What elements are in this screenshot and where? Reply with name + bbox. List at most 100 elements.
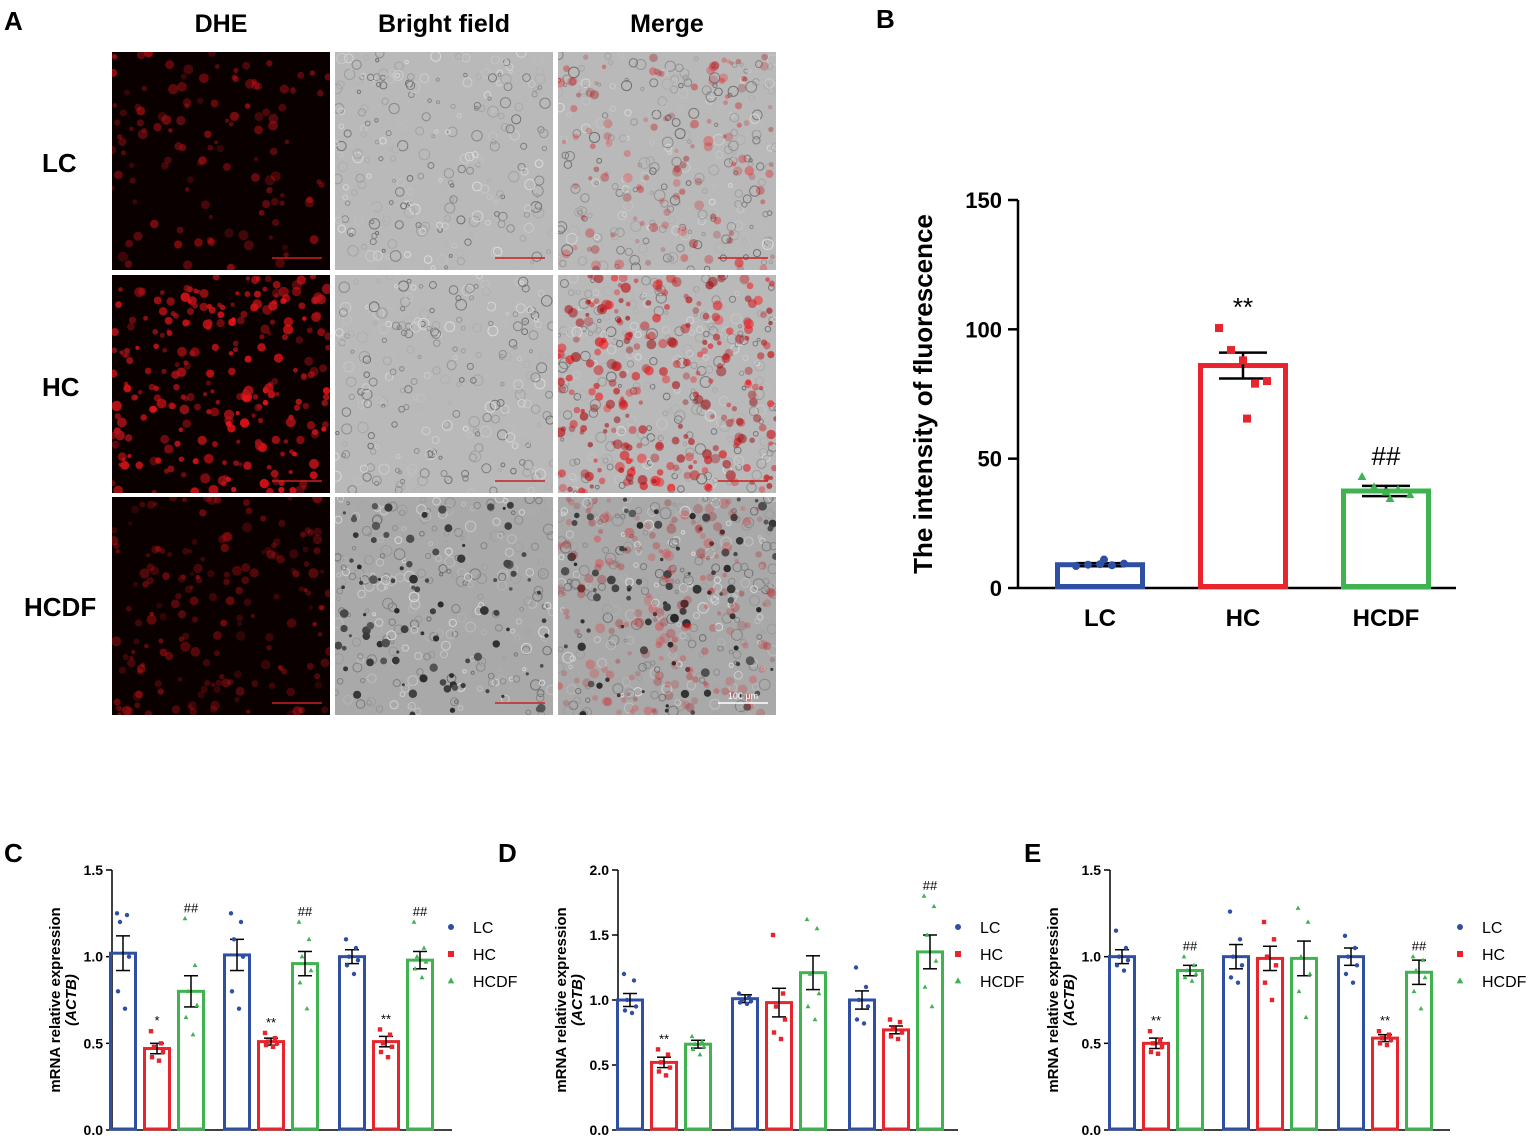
data-point-lc	[629, 1010, 635, 1016]
x-tick-label: NQO1	[250, 1139, 293, 1140]
data-point-hcdf	[1422, 974, 1428, 980]
data-point-hcdf	[1298, 954, 1304, 959]
data-point-lc	[1084, 560, 1092, 569]
significance-label: ##	[413, 904, 428, 919]
y-tick-label: 150	[965, 188, 1002, 213]
data-point-hc	[1150, 1041, 1156, 1046]
data-point-hcdf	[1456, 977, 1464, 984]
data-point-hcdf	[697, 1051, 703, 1057]
data-point-lc	[856, 997, 862, 1003]
data-point-hcdf	[1182, 974, 1188, 980]
y-tick-label: 0.0	[590, 1122, 610, 1138]
data-point-hcdf	[1357, 471, 1367, 480]
data-point-hcdf	[1418, 1006, 1424, 1011]
data-point-hcdf	[921, 893, 927, 898]
data-point-lc	[117, 919, 123, 925]
data-point-hcdf	[296, 919, 302, 924]
data-point-hcdf	[1410, 954, 1416, 959]
scale-bar-label: 100 μm	[728, 691, 758, 701]
data-point-lc	[865, 1004, 871, 1009]
legend-label-lc: LC	[473, 920, 493, 937]
data-point-hc	[955, 951, 961, 957]
data-point-hcdf	[924, 932, 930, 937]
data-point-lc	[1100, 555, 1108, 564]
bar-hmox1-lc	[1108, 928, 1136, 1131]
data-point-hc	[156, 1058, 162, 1063]
data-point-lc	[351, 971, 357, 977]
bar-nqo1-lc	[223, 911, 251, 1131]
column-label-bright-field: Bright field	[378, 10, 510, 38]
data-point-hc	[265, 1039, 271, 1044]
data-point-hc	[1271, 937, 1277, 942]
micrograph-hc-bright-field	[335, 275, 553, 493]
x-tick-label: GSTP1	[1360, 1139, 1409, 1140]
data-point-hcdf	[1405, 490, 1415, 499]
data-point-hc	[1262, 980, 1268, 985]
data-point-hc	[778, 1036, 784, 1042]
data-point-hcdf	[1296, 988, 1302, 994]
panel-label-e: E	[1024, 838, 1042, 868]
data-point-hc	[385, 1055, 391, 1060]
y-tick-label: 0.5	[84, 1035, 104, 1051]
bar-sod2-lc	[731, 991, 759, 1131]
data-point-hcdf	[922, 984, 928, 989]
data-point-lc	[854, 1017, 860, 1022]
data-point-lc	[344, 963, 350, 968]
data-point-hcdf	[1420, 957, 1426, 962]
data-point-hcdf	[929, 1003, 935, 1009]
data-point-hc	[1457, 951, 1463, 957]
data-point-hcdf	[308, 967, 314, 973]
data-point-hc	[771, 1030, 777, 1035]
x-tick-label: HMOX1	[1129, 1139, 1182, 1140]
bar-cat-lc	[109, 911, 137, 1131]
y-tick-label: 0.0	[84, 1122, 104, 1138]
data-point-hc	[160, 1049, 166, 1055]
data-point-lc	[1239, 963, 1245, 968]
data-point-hcdf	[297, 980, 303, 985]
data-point-lc	[1125, 957, 1131, 963]
panel-label-a: A	[4, 6, 23, 36]
significance-label: ##	[1183, 939, 1198, 954]
y-axis-label-reference: (ACTB)	[569, 974, 586, 1026]
data-point-lc	[1342, 933, 1348, 939]
y-axis-label: mRNA relative expression	[553, 907, 570, 1092]
data-point-hcdf	[423, 959, 429, 964]
data-point-hc	[1243, 414, 1251, 423]
data-point-lc	[1227, 909, 1233, 914]
micrograph-hcdf-dhe	[112, 497, 330, 715]
micrograph-hc-merge	[558, 275, 776, 493]
data-point-hcdf	[304, 1006, 310, 1011]
data-point-hc	[888, 1034, 894, 1039]
data-point-hcdf	[699, 1038, 705, 1044]
micrograph-hc-dhe	[112, 275, 330, 493]
legend-label-lc: LC	[1482, 920, 1502, 937]
x-tick-label: SOD3	[876, 1139, 918, 1140]
chart-mrna-sod: 0.0 0.5 1.0 1.5 2.0 mRNA relative expression(…	[553, 862, 1025, 1140]
data-point-hcdf	[1189, 978, 1195, 983]
bar-sod3-lc	[848, 965, 876, 1131]
data-point-hc	[663, 1073, 669, 1078]
legend-label-hc: HC	[473, 947, 496, 964]
data-point-hcdf	[814, 925, 820, 931]
data-point-hcdf	[190, 1032, 196, 1037]
data-point-hc	[1215, 324, 1223, 333]
data-point-lc	[240, 954, 246, 959]
data-point-lc	[624, 997, 630, 1003]
y-tick-label: 100	[965, 317, 1002, 342]
data-point-lc	[1354, 963, 1360, 968]
data-point-lc	[1352, 945, 1358, 951]
x-tick-label: CAT	[143, 1139, 174, 1140]
data-point-lc	[231, 937, 237, 942]
data-point-hcdf	[412, 966, 418, 971]
bar-gstp1-lc	[1337, 933, 1365, 1131]
data-point-lc	[346, 954, 352, 959]
bar-cat-hcdf: ##	[177, 901, 205, 1131]
chart-mrna-cat-nqo1-gpx1: 0.0 0.5 1.0 1.5 mRNA relative expression (ACT…	[47, 862, 518, 1140]
significance-label: ##	[184, 901, 199, 916]
legend-label-lc: LC	[980, 920, 1000, 937]
bar-gstp1-hcdf: ##	[1405, 939, 1433, 1131]
data-point-hcdf	[692, 1041, 698, 1046]
data-point-hcdf	[805, 1003, 811, 1009]
data-point-hc	[1227, 346, 1235, 355]
row-label-hcdf: HCDF	[24, 592, 97, 622]
